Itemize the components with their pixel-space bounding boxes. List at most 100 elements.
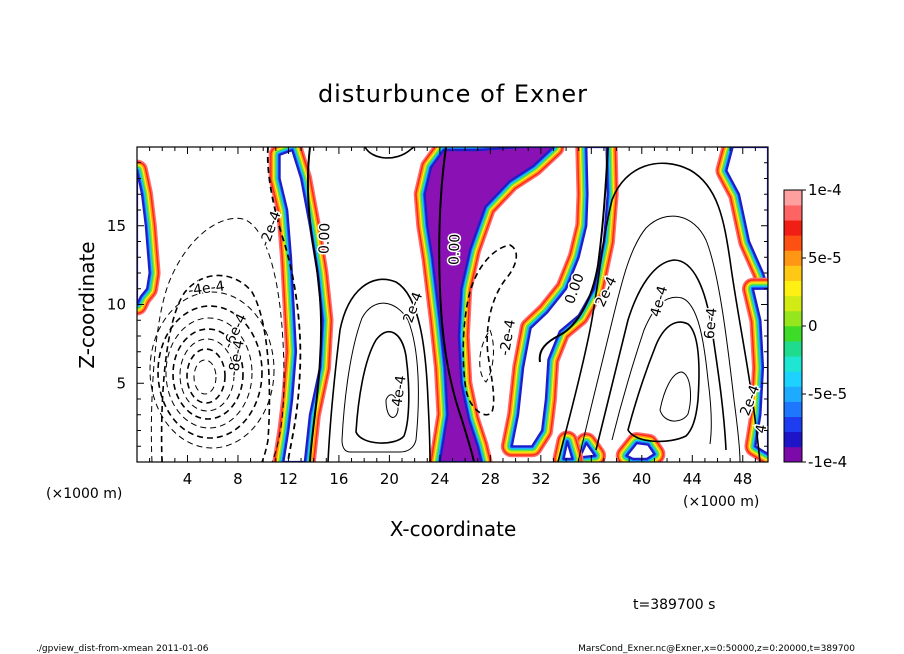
- colorbar-cell-13: [784, 250, 802, 266]
- x-tick-label-24: 24: [430, 470, 449, 488]
- footer-left: ./gpview_dist-from-xmean 2011-01-06: [36, 644, 209, 654]
- color-band-3: [500, 147, 619, 458]
- colorbar-label-1: 5e-5: [808, 249, 842, 267]
- colorbar-cell-2: [784, 416, 802, 433]
- color-band-4: [715, 147, 768, 300]
- colorbar-label-0: 1e-4: [808, 181, 842, 199]
- contour-neg-b: [149, 291, 275, 449]
- colorbar-label-2: 0: [808, 317, 818, 335]
- band-0-layer-8: [137, 169, 151, 306]
- colorbar-label-3: -5e-5: [808, 385, 847, 403]
- x-tick-label-32: 32: [531, 470, 550, 488]
- band-8-layer-8: [562, 440, 574, 460]
- colorbar-cell-12: [784, 265, 802, 281]
- contour-label-7: 4e-4: [389, 374, 409, 407]
- color-band-2: [413, 147, 565, 462]
- contour-neg-mid-inner: [479, 328, 494, 383]
- color-band-5: [741, 277, 768, 462]
- contour-label-14: 4: [753, 423, 770, 435]
- colorbar-cell-17: [784, 190, 802, 206]
- y-tick-label-5: 5: [116, 374, 126, 392]
- colorbar-labels: 1e-4 5e-5 0 -5e-5 -1e-4: [802, 181, 847, 471]
- colorbar-cell-10: [784, 295, 802, 312]
- contour-neg-h: [193, 359, 217, 395]
- contour-pos-right-3: [595, 259, 727, 451]
- y-tick-label-10: 10: [107, 296, 126, 314]
- colorbar-cell-11: [784, 280, 802, 297]
- color-band-8: [552, 430, 584, 462]
- plot-area: -2e-4 0.00-4e-4-6e-4-8e-42e-40.004e-4-2e-…: [136, 146, 770, 463]
- contour-pos-right-5: [627, 321, 700, 443]
- x-tick-label-48: 48: [733, 470, 752, 488]
- colorbar-cell-9: [784, 310, 802, 327]
- contour-pos-mid-4: [385, 394, 399, 418]
- x-tick-label-20: 20: [380, 470, 399, 488]
- contour-neg-g: [186, 348, 226, 404]
- contour-pos-top: [364, 147, 415, 159]
- colorbar-cell-15: [784, 220, 802, 236]
- colorbar-cell-7: [784, 341, 802, 357]
- y-tick-label-15: 15: [107, 217, 126, 235]
- x-tick-label-44: 44: [683, 470, 702, 488]
- colorbar-label-4: -1e-4: [808, 453, 847, 471]
- x-tick-label-28: 28: [481, 470, 500, 488]
- colorbar-cell-6: [784, 356, 802, 372]
- contour-lines: [149, 147, 761, 462]
- contour-pos-right-6: [659, 371, 691, 422]
- x-tick-label-36: 36: [582, 470, 601, 488]
- colorbar-cell-8: [784, 326, 802, 342]
- colorbar-cells: [784, 190, 802, 463]
- contour-neg-d: [165, 317, 253, 429]
- band-4-layer-8: [725, 147, 768, 290]
- chart-title: disturbunce of Exner: [318, 80, 588, 108]
- contour-neg-mid: [462, 244, 518, 416]
- x-axis-ticks: 4 8 12 16 20 24 28 32 36 40 44 48: [149, 147, 756, 488]
- contour-zero-mid: [438, 147, 475, 462]
- band-6-layer-8: [625, 442, 656, 460]
- color-band-7: [569, 432, 607, 462]
- contour-label-6: 0.00: [446, 234, 463, 266]
- y-axis-ticks: 5 10 15: [107, 162, 768, 447]
- contour-pos-right-2: [577, 215, 741, 462]
- contour-neg-2e-4: [266, 147, 302, 462]
- time-label: t=389700 s: [633, 597, 715, 613]
- contour-neg-e: [172, 328, 244, 420]
- contour-neg-f: [179, 338, 235, 412]
- x-tick-label-16: 16: [329, 470, 348, 488]
- contour-pos-right-4: [611, 296, 712, 445]
- x-tick-label-4: 4: [183, 470, 193, 488]
- contour-zero-left: [306, 147, 323, 462]
- x-tick-label-12: 12: [279, 470, 298, 488]
- colorbar-cell-3: [784, 401, 802, 417]
- contour-pos-right-1: [557, 162, 761, 462]
- color-band-6: [615, 432, 666, 462]
- contour-label-1: 0.00: [316, 223, 333, 255]
- colorbar-cell-0: [784, 446, 802, 463]
- contour-pos-mid-1: [327, 278, 431, 462]
- band-5-layer-8: [751, 287, 768, 456]
- band-3-layer-8: [510, 147, 609, 448]
- color-band-0: [137, 159, 161, 316]
- x-unit-left: (×1000 m): [46, 486, 122, 502]
- contour-label-12: 6e-4: [702, 307, 721, 340]
- band-7-layer-8: [578, 442, 597, 459]
- colorbar-cell-5: [784, 371, 802, 387]
- x-axis-label: X-coordinate: [390, 517, 517, 541]
- contour-pos-mid-2: [341, 302, 419, 453]
- colorbar-cell-16: [784, 205, 802, 221]
- contour-label-2: -4e-4: [187, 278, 225, 299]
- y-axis-label: Z-coordinate: [75, 241, 99, 368]
- color-bands: [137, 147, 768, 462]
- colorbar: 1e-4 5e-5 0 -5e-5 -1e-4: [783, 181, 847, 471]
- x-tick-label-40: 40: [632, 470, 651, 488]
- contour-neg-a: [160, 274, 271, 462]
- x-tick-label-8: 8: [233, 470, 243, 488]
- contour-zero-right: [538, 147, 609, 363]
- footer-right: MarsCond_Exner.nc@Exner,x=0:50000,z=0:20…: [578, 644, 855, 654]
- contour-pos-mid-3: [355, 330, 410, 444]
- band-2-layer-8: [423, 147, 555, 462]
- x-unit-right: (×1000 m): [683, 494, 759, 510]
- negative-contours: [149, 147, 518, 462]
- colorbar-cell-14: [784, 235, 802, 251]
